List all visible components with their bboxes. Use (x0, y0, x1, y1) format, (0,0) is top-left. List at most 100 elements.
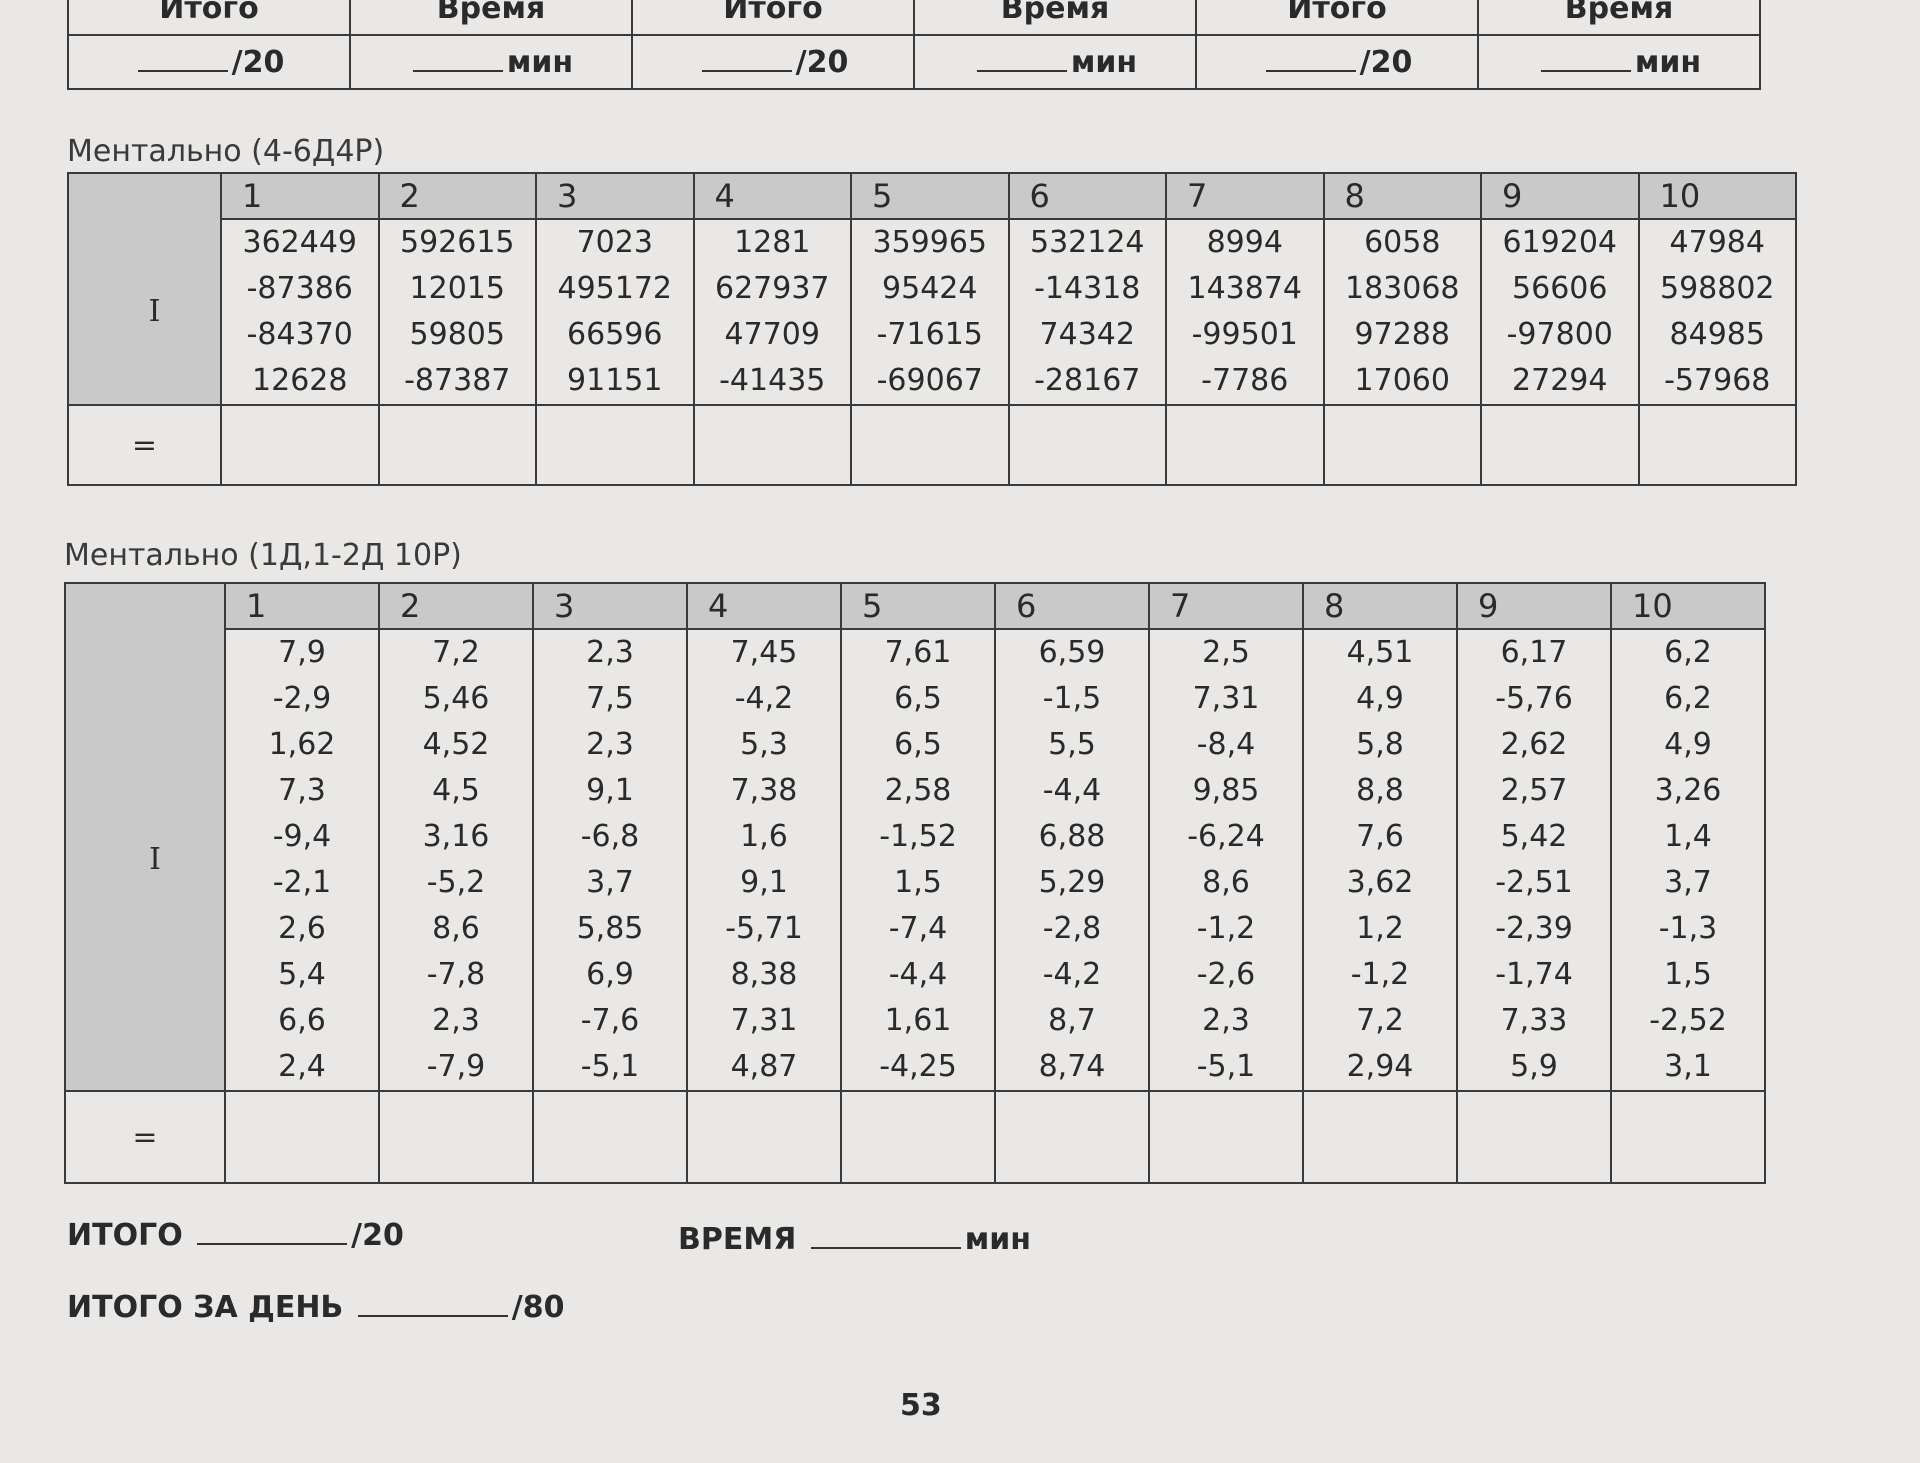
answer-cell: /20 (67, 34, 351, 90)
value: 2,57 (1500, 773, 1568, 808)
value: 8994 (1206, 225, 1283, 260)
value: -41435 (719, 363, 826, 398)
value: -7,8 (426, 957, 486, 992)
value: -87386 (246, 271, 353, 306)
total-label: = (67, 404, 222, 486)
answer-text: мин (1634, 44, 1702, 80)
value: -2,6 (1196, 957, 1256, 992)
column-header: 6 (1007, 172, 1167, 220)
value: -71615 (876, 317, 983, 352)
value: 6,59 (1038, 635, 1106, 670)
data-row: 7,9 -2,9 1,62 7,3 -9,4 -2,1 2,6 5,4 6,6 2,4 7,2 5,4… (65, 628, 1766, 1092)
value: 8,7 (1048, 1003, 1096, 1038)
value: 97288 (1354, 317, 1450, 352)
value: 5,8 (1356, 727, 1404, 762)
header-cell: Итого (67, 0, 351, 36)
column-header: 3 (535, 172, 695, 220)
value: -5,2 (426, 865, 486, 900)
value: 6058 (1364, 225, 1441, 260)
answer-cell (1637, 404, 1797, 486)
value: -4,2 (734, 681, 794, 716)
value: -2,39 (1495, 911, 1573, 946)
value: 7,9 (278, 635, 326, 670)
header-cell: Итого (1195, 0, 1479, 36)
column-header: 1 (220, 172, 380, 220)
answer-cell: мин (349, 34, 633, 90)
section-title: Ментально (1Д,1-2Д 10Р) (64, 538, 462, 573)
total-label: = (64, 1090, 226, 1184)
value: 2,6 (278, 911, 326, 946)
value: 3,7 (586, 865, 634, 900)
value: 4,52 (422, 727, 490, 762)
value: 1,4 (1664, 819, 1712, 854)
column-header: 4 (686, 582, 842, 630)
column-header: 2 (378, 582, 534, 630)
value: 362449 (242, 225, 358, 260)
table-section1: I 1 2 3 4 5 6 7 8 9 10 362449 -87386 -84370 12628 59261… (67, 172, 1797, 486)
value: 3,16 (422, 819, 490, 854)
day-label: ИТОГО ЗА ДЕНЬ (67, 1290, 344, 1325)
value: 495172 (557, 271, 673, 306)
day-line: ИТОГО ЗА ДЕНЬ /80 (67, 1290, 564, 1325)
column-header: 4 (692, 172, 852, 220)
value: 6,2 (1664, 635, 1712, 670)
value: 1,5 (1664, 957, 1712, 992)
value-cell: 2,3 7,5 2,3 9,1 -6,8 3,7 5,85 6,9 -7,6 -5,1 (532, 628, 688, 1092)
value: 1,61 (884, 1003, 952, 1038)
value: -8,4 (1196, 727, 1256, 762)
header-cell: Итого (631, 0, 915, 36)
value-cell: 7,61 6,5 6,5 2,58 -1,52 1,5 -7,4 -4,4 1,61 -4,25 (840, 628, 996, 1092)
answer-cell (1302, 1090, 1458, 1184)
column-header: 2 (377, 172, 537, 220)
value: -2,52 (1649, 1003, 1727, 1038)
value: -2,8 (1042, 911, 1102, 946)
row-label: I (89, 249, 220, 329)
row-label: I (86, 797, 224, 877)
value: -1,3 (1658, 911, 1718, 946)
value: -7,4 (888, 911, 948, 946)
column-header: 5 (840, 582, 996, 630)
value: 9,1 (740, 865, 788, 900)
value-cell: 6,17 -5,76 2,62 2,57 5,42 -2,51 -2,39 -1,74 7,33… (1456, 628, 1612, 1092)
value: 2,3 (1202, 1003, 1250, 1038)
value: 4,51 (1346, 635, 1414, 670)
answer-cell (1148, 1090, 1304, 1184)
value: 1,6 (740, 819, 788, 854)
value: 3,62 (1346, 865, 1414, 900)
top-table: Итого Время Итого Время Итого Время/20 мин/20 м… (67, 0, 1761, 90)
value: 7,38 (730, 773, 798, 808)
value: 12628 (252, 363, 348, 398)
value: 2,94 (1346, 1049, 1414, 1084)
value-cell: 359965 95424 -71615 -69067 (850, 218, 1010, 406)
total-row: = (67, 404, 1797, 486)
answer-cell (532, 1090, 688, 1184)
value: 7,61 (884, 635, 952, 670)
value: 4,87 (730, 1049, 798, 1084)
value: 47984 (1669, 225, 1765, 260)
value: 359965 (872, 225, 988, 260)
value: 17060 (1354, 363, 1450, 398)
value: 5,5 (1048, 727, 1096, 762)
value: 2,3 (586, 635, 634, 670)
header-cell: Время (913, 0, 1197, 36)
value-cell: 592615 12015 59805 -87387 (377, 218, 537, 406)
value: 7,31 (1192, 681, 1260, 716)
column-header: 7 (1165, 172, 1325, 220)
value: 2,3 (432, 1003, 480, 1038)
value-cell: 7,9 -2,9 1,62 7,3 -9,4 -2,1 2,6 5,4 6,6 2,4 (224, 628, 380, 1092)
value: 5,46 (422, 681, 490, 716)
value: -7,6 (580, 1003, 640, 1038)
answer-cell (692, 404, 852, 486)
value: -2,1 (272, 865, 332, 900)
value: -6,8 (580, 819, 640, 854)
time-unit: мин (964, 1222, 1032, 1257)
value: 627937 (714, 271, 830, 306)
value-cell: 47984 598802 84985 -57968 (1637, 218, 1797, 406)
table-section2: I 1 2 3 4 5 6 7 8 9 10 7,9 -2,9 1,62 7,3 -9,4 -2,1 2,6 5,4… (64, 582, 1766, 1184)
answer-cell (1322, 404, 1482, 486)
value: 59805 (409, 317, 505, 352)
corner-cell: I (67, 172, 222, 406)
value: 7,5 (586, 681, 634, 716)
answer-cell (686, 1090, 842, 1184)
